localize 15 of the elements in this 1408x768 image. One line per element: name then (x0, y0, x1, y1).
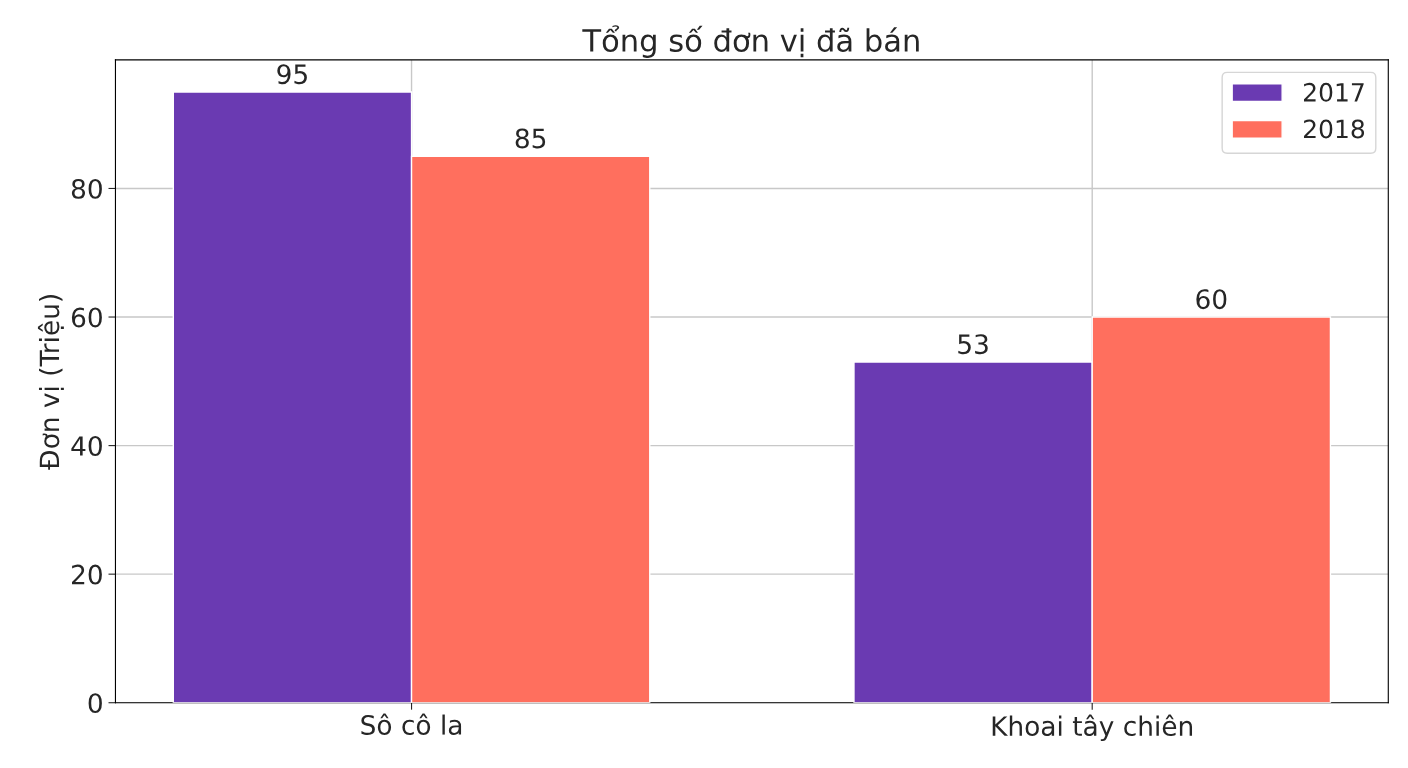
data-label: 60 (1196, 289, 1227, 310)
x-tick-label: Sô cô la (361, 713, 462, 735)
y-tick-label: 20 (72, 564, 102, 585)
y-axis-title: Đơn vị (Triệu) (37, 295, 64, 470)
y-tick-label: 40 (71, 436, 102, 456)
y-tick-label: 80 (71, 178, 102, 199)
data-label: 95 (277, 64, 307, 85)
legend-label: 2017 (1304, 82, 1364, 102)
chart-title: Tổng số đơn vị đã bán (582, 25, 919, 58)
data-label: 85 (515, 128, 546, 149)
y-tick-label: 60 (71, 307, 102, 328)
legend-label: 2018 (1304, 119, 1365, 139)
data-label: 53 (958, 334, 988, 355)
x-tick-label: Khoai tây chiên (992, 714, 1193, 742)
y-tick-label: 0 (88, 693, 102, 714)
